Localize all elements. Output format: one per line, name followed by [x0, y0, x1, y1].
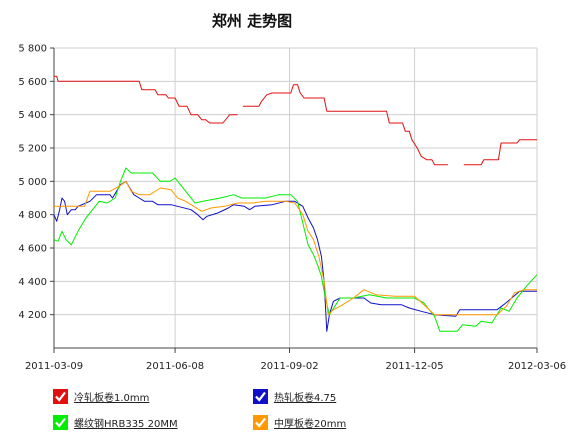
- series-plate: [54, 180, 537, 316]
- x-tick-label: 2011-03-09: [25, 361, 83, 372]
- legend-label[interactable]: 中厚板卷20mm: [274, 418, 347, 430]
- y-tick-label: 5 400: [18, 110, 47, 121]
- series-line: [54, 180, 537, 316]
- x-tick-label: 2011-06-08: [146, 361, 204, 372]
- y-tick-label: 5 600: [18, 77, 47, 88]
- legend-label[interactable]: 螺纹钢HRB335 20MM: [74, 418, 178, 430]
- checkbox-icon[interactable]: [53, 414, 68, 430]
- line-chart: 郑州 走势图 4 200 4 400 4 600 4 800 5 000 5 200 5 4…: [18, 12, 566, 372]
- y-tick-label: 4 600: [18, 244, 47, 255]
- legend-label[interactable]: 冷轧板卷1.0mm: [74, 392, 150, 404]
- legend-item-plate[interactable]: 中厚板卷20mm: [253, 412, 346, 432]
- y-tick-label: 4 400: [18, 277, 47, 288]
- legend-item-rebar[interactable]: 螺纹钢HRB335 20MM: [53, 412, 178, 432]
- y-tick-label: 5 800: [18, 44, 47, 55]
- legend-label[interactable]: 热轧板卷4.75: [274, 392, 337, 404]
- series-line: [463, 139, 537, 166]
- y-tick-label: 5 000: [18, 177, 47, 188]
- y-tick-label: 4 800: [18, 210, 47, 221]
- series-line: [53, 167, 538, 332]
- axes: [50, 47, 538, 353]
- chart-title: 郑州 走势图: [212, 12, 292, 30]
- x-tick-label: 2011-12-05: [386, 361, 444, 372]
- y-tick-label: 5 200: [18, 144, 47, 155]
- series-line: [242, 84, 448, 166]
- grid: [53, 47, 538, 348]
- y-tick-labels: 4 200 4 400 4 600 4 800 5 000 5 200 5 400 5 600…: [18, 44, 47, 322]
- legend-item-cold-rolled[interactable]: 冷轧板卷1.0mm: [53, 386, 149, 406]
- checkbox-icon[interactable]: [53, 388, 68, 404]
- x-tick-label: 2011-09-02: [260, 361, 318, 372]
- legend-item-hot-rolled[interactable]: 热轧板卷4.75: [253, 386, 336, 406]
- series-rebar: [53, 167, 538, 332]
- x-tick-labels: 2011-03-09 2011-06-08 2011-09-02 2011-12-05…: [25, 361, 566, 372]
- x-tick-label: 2012-03-06: [508, 361, 566, 372]
- series-line: [53, 180, 537, 332]
- y-tick-label: 4 200: [18, 310, 47, 321]
- checkbox-icon[interactable]: [253, 388, 268, 404]
- series-cold-rolled: [54, 75, 537, 166]
- checkbox-icon[interactable]: [253, 414, 268, 430]
- legend: 冷轧板卷1.0mm 热轧板卷4.75 螺纹钢HRB335 20MM 中厚板卷20…: [0, 380, 578, 448]
- series-line: [54, 75, 238, 124]
- series-group: [53, 75, 538, 332]
- series-hot-rolled: [53, 180, 537, 332]
